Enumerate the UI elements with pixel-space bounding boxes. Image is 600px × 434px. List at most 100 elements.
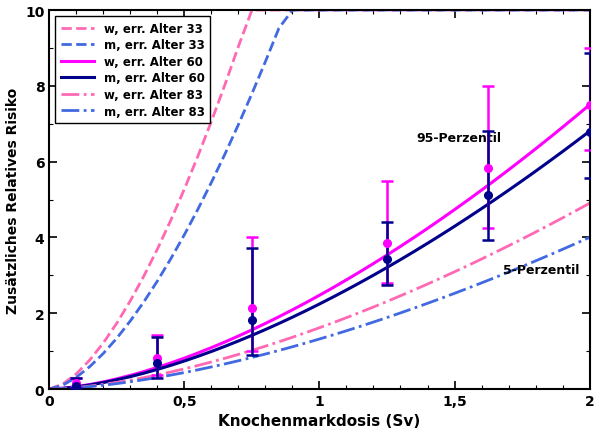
m, err. Alter 60 (181, 358, 188, 364)
m, err. Alter 83 (208, 365, 215, 370)
m, err. Alter 60 (262, 327, 269, 332)
w, err. Alter 60 (572, 114, 580, 119)
w, err. Alter 83 (545, 223, 553, 228)
w, err. Alter 60 (424, 226, 431, 231)
Line: m, err. Alter 33: m, err. Alter 33 (49, 11, 590, 389)
m, err. Alter 33 (451, 8, 458, 13)
m, err. Alter 83 (451, 291, 458, 296)
w, err. Alter 83 (221, 356, 229, 361)
w, err. Alter 33 (140, 274, 148, 279)
w, err. Alter 60 (383, 253, 391, 258)
m, err. Alter 60 (235, 339, 242, 344)
w, err. Alter 60 (289, 308, 296, 313)
m, err. Alter 60 (559, 150, 566, 155)
m, err. Alter 33 (329, 8, 337, 13)
w, err. Alter 60 (167, 361, 175, 366)
m, err. Alter 83 (356, 324, 364, 329)
m, err. Alter 83 (370, 320, 377, 325)
m, err. Alter 83 (491, 275, 499, 280)
w, err. Alter 60 (208, 345, 215, 350)
m, err. Alter 60 (505, 188, 512, 194)
m, err. Alter 60 (248, 333, 256, 338)
Text: 95-Perzentil: 95-Perzentil (416, 132, 502, 145)
m, err. Alter 60 (491, 197, 499, 203)
m, err. Alter 33 (167, 256, 175, 262)
w, err. Alter 60 (275, 314, 283, 319)
w, err. Alter 33 (343, 8, 350, 13)
m, err. Alter 60 (100, 380, 107, 385)
m, err. Alter 83 (383, 315, 391, 320)
m, err. Alter 83 (464, 286, 472, 291)
w, err. Alter 33 (221, 83, 229, 88)
m, err. Alter 33 (262, 60, 269, 65)
m, err. Alter 83 (545, 253, 553, 258)
m, err. Alter 83 (140, 377, 148, 382)
w, err. Alter 83 (464, 263, 472, 269)
m, err. Alter 33 (370, 8, 377, 13)
m, err. Alter 60 (46, 387, 53, 392)
w, err. Alter 60 (545, 136, 553, 141)
w, err. Alter 33 (154, 247, 161, 252)
m, err. Alter 33 (397, 8, 404, 13)
w, err. Alter 33 (532, 8, 539, 13)
w, err. Alter 83 (532, 230, 539, 235)
w, err. Alter 33 (478, 8, 485, 13)
m, err. Alter 33 (181, 233, 188, 238)
w, err. Alter 33 (208, 119, 215, 125)
m, err. Alter 60 (302, 309, 310, 314)
w, err. Alter 33 (397, 8, 404, 13)
w, err. Alter 33 (424, 8, 431, 13)
w, err. Alter 83 (586, 201, 593, 207)
w, err. Alter 60 (316, 293, 323, 298)
w, err. Alter 33 (559, 8, 566, 13)
w, err. Alter 83 (302, 330, 310, 335)
m, err. Alter 60 (194, 354, 202, 359)
w, err. Alter 33 (194, 154, 202, 159)
m, err. Alter 33 (154, 279, 161, 284)
m, err. Alter 60 (532, 169, 539, 174)
m, err. Alter 33 (289, 8, 296, 13)
w, err. Alter 60 (221, 339, 229, 345)
w, err. Alter 60 (154, 365, 161, 370)
w, err. Alter 33 (505, 8, 512, 13)
w, err. Alter 83 (100, 382, 107, 387)
w, err. Alter 33 (370, 8, 377, 13)
w, err. Alter 33 (289, 8, 296, 13)
w, err. Alter 33 (100, 340, 107, 345)
m, err. Alter 83 (289, 344, 296, 349)
w, err. Alter 60 (586, 103, 593, 108)
m, err. Alter 33 (235, 123, 242, 128)
w, err. Alter 83 (491, 250, 499, 256)
w, err. Alter 33 (113, 321, 121, 326)
m, err. Alter 60 (545, 159, 553, 164)
w, err. Alter 33 (572, 8, 580, 13)
w, err. Alter 83 (505, 243, 512, 249)
X-axis label: Knochenmarkdosis (Sv): Knochenmarkdosis (Sv) (218, 414, 421, 428)
m, err. Alter 60 (59, 386, 67, 391)
m, err. Alter 33 (86, 364, 94, 369)
w, err. Alter 33 (383, 8, 391, 13)
w, err. Alter 60 (46, 387, 53, 392)
w, err. Alter 60 (302, 300, 310, 306)
w, err. Alter 83 (127, 378, 134, 383)
m, err. Alter 83 (181, 370, 188, 375)
m, err. Alter 33 (302, 8, 310, 13)
w, err. Alter 33 (167, 218, 175, 223)
m, err. Alter 60 (73, 385, 80, 390)
m, err. Alter 83 (221, 362, 229, 367)
m, err. Alter 83 (59, 386, 67, 391)
w, err. Alter 83 (572, 209, 580, 214)
w, err. Alter 83 (235, 352, 242, 357)
m, err. Alter 83 (248, 355, 256, 360)
w, err. Alter 83 (451, 270, 458, 275)
w, err. Alter 83 (343, 316, 350, 321)
w, err. Alter 33 (410, 8, 418, 13)
w, err. Alter 60 (464, 198, 472, 203)
w, err. Alter 83 (46, 387, 53, 392)
m, err. Alter 33 (572, 8, 580, 13)
w, err. Alter 60 (478, 188, 485, 193)
m, err. Alter 60 (289, 315, 296, 320)
m, err. Alter 33 (505, 8, 512, 13)
m, err. Alter 60 (437, 233, 445, 238)
m, err. Alter 60 (329, 295, 337, 300)
